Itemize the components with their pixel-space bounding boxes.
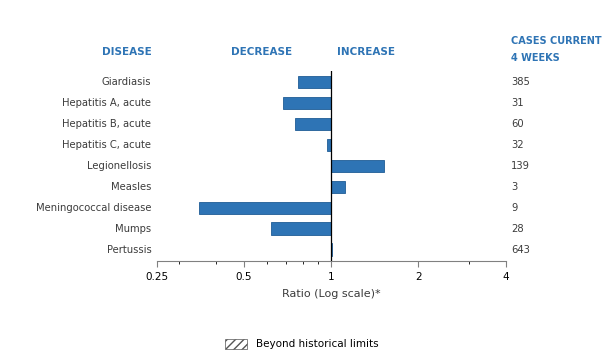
Text: Measles: Measles [111,182,151,192]
X-axis label: Ratio (Log scale)*: Ratio (Log scale)* [282,289,380,299]
Text: 643: 643 [511,245,530,255]
Text: Giardiasis: Giardiasis [102,77,151,87]
Bar [271,222,331,235]
Bar [327,139,331,151]
Text: 139: 139 [511,161,530,171]
Text: 4 WEEKS: 4 WEEKS [511,53,560,63]
Text: Meningococcal disease: Meningococcal disease [36,203,151,213]
Bar [199,202,331,214]
Text: Hepatitis A, acute: Hepatitis A, acute [62,98,151,108]
Text: Pertussis: Pertussis [107,245,151,255]
Text: Mumps: Mumps [115,224,151,234]
Text: 3: 3 [511,182,517,192]
Text: Hepatitis B, acute: Hepatitis B, acute [62,119,151,129]
Bar [331,244,332,256]
Text: Legionellosis: Legionellosis [87,161,151,171]
Text: 28: 28 [511,224,524,234]
Text: DECREASE: DECREASE [231,47,292,57]
Bar [298,76,331,88]
Text: 32: 32 [511,140,524,150]
Text: 385: 385 [511,77,530,87]
Bar [295,118,331,130]
Text: INCREASE: INCREASE [337,47,395,57]
Text: Hepatitis C, acute: Hepatitis C, acute [62,140,151,150]
Legend: Beyond historical limits: Beyond historical limits [225,339,379,349]
Bar [331,160,384,172]
Bar [282,97,331,109]
Text: 31: 31 [511,98,524,108]
Text: DISEASE: DISEASE [102,47,151,57]
Text: 60: 60 [511,119,524,129]
Text: CASES CURRENT: CASES CURRENT [511,36,601,46]
Bar [331,181,346,193]
Text: 9: 9 [511,203,517,213]
